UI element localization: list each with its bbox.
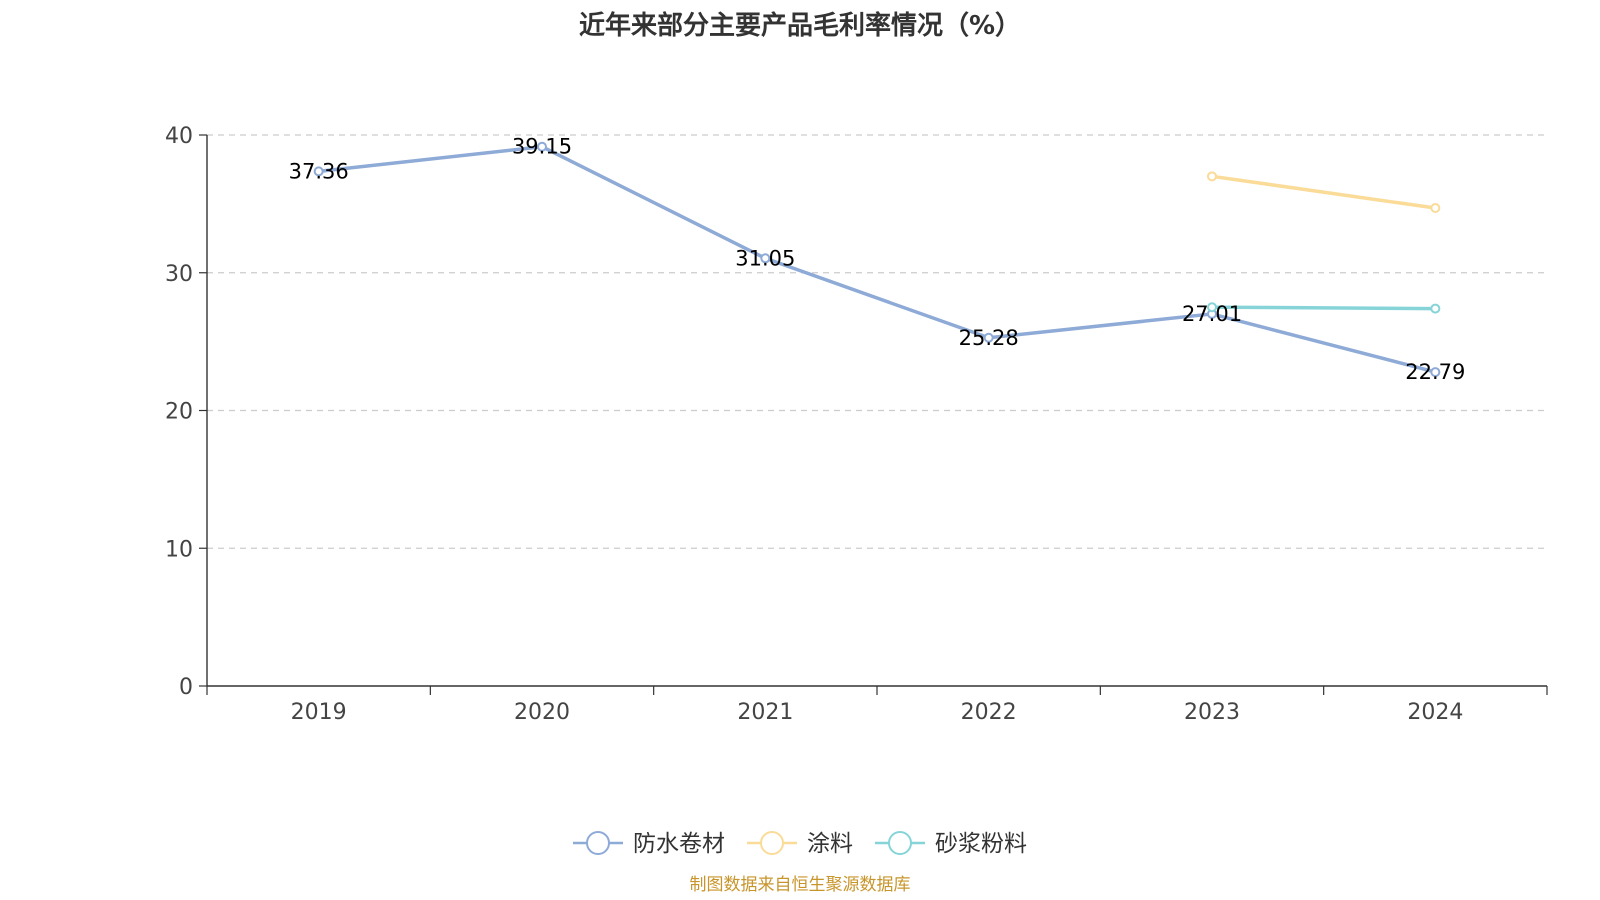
y-tick-label: 30 [165,262,193,287]
x-tick-label: 2024 [1407,700,1463,725]
data-point[interactable] [313,166,324,177]
legend-label: 防水卷材 [633,831,725,857]
data-point[interactable] [1430,367,1441,378]
legend-circle-icon [760,831,784,855]
data-label: 27.01 [1182,302,1242,326]
legend: 防水卷材 涂料 砂浆粉料 [573,831,1027,857]
data-point[interactable] [1207,302,1217,313]
data-labels: 37.36 39.15 31.05 25.28 27.01 22.79 [289,135,1466,384]
grid-lines [207,134,1547,549]
x-tick-label: 2023 [1184,700,1240,725]
x-tick-label: 2021 [737,700,793,725]
y-tick-label: 0 [179,675,193,700]
data-point[interactable] [1430,203,1441,214]
series-line-1 [1210,174,1438,210]
y-tick-label: 10 [165,537,193,562]
chart-title: 近年来部分主要产品毛利率情况（%） [579,10,1021,41]
legend-item-1[interactable]: 涂料 [747,831,853,857]
legend-circle-icon [888,831,912,855]
data-point[interactable] [537,141,547,152]
source-note: 制图数据来自恒生聚源数据库 [690,875,911,895]
legend-item-0[interactable]: 防水卷材 [573,831,725,857]
data-label: 31.05 [735,246,795,270]
data-label: 37.36 [289,159,349,183]
legend-item-2[interactable]: 砂浆粉料 [875,831,1027,857]
data-point[interactable] [1430,303,1441,314]
x-tick-label: 2020 [514,700,570,725]
series-line-2 [1210,305,1438,311]
y-tick-label: 40 [165,124,193,149]
series-line-0 [316,144,1438,374]
x-tick-label: 2022 [961,700,1017,725]
data-label: 39.15 [512,135,572,159]
series-lines [313,141,1441,378]
legend-circle-icon [586,831,610,855]
x-tick-label: 2019 [291,700,347,725]
axes: 0 10 20 30 40 2019 2020 2021 2022 2023 2024 [165,124,1548,725]
data-point[interactable] [1207,171,1217,182]
data-point[interactable] [983,332,994,343]
legend-label: 砂浆粉料 [935,831,1027,857]
data-label: 22.79 [1405,360,1465,384]
data-label: 25.28 [959,326,1019,350]
y-tick-label: 20 [165,400,193,425]
data-point[interactable] [760,253,771,264]
legend-label: 涂料 [807,831,853,857]
